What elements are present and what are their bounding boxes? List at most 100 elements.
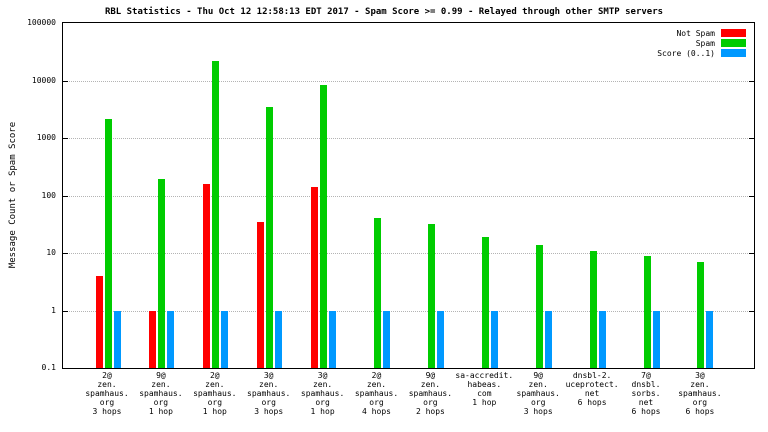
bar-score-0-1-	[598, 310, 606, 368]
x-category-label-line: spamhaus.	[516, 389, 560, 398]
legend-row: Spam	[657, 38, 746, 48]
x-category-label-line: spamhaus.	[408, 389, 453, 398]
y-tick-mark	[749, 195, 754, 197]
y-tick-label: 100	[41, 190, 56, 200]
x-category-label-line: zen.	[259, 380, 279, 389]
bar-score-0-1-	[113, 310, 121, 368]
x-category-label-line: 6 hops	[577, 398, 607, 407]
bar-not-spam	[257, 221, 265, 368]
x-category-label-line: spamhaus.	[139, 389, 183, 398]
y-gridline	[63, 80, 754, 82]
x-category-label: 3@ zen. spamhaus. org 6 hops	[655, 371, 745, 416]
x-category-label-line: spamhaus.	[678, 389, 722, 398]
legend: Not Spam Spam Score (0..1)	[657, 28, 746, 58]
y-tick-label: 1	[51, 305, 56, 315]
x-category-label-line: net	[584, 389, 600, 398]
legend-swatch	[721, 29, 746, 37]
bars-layer	[63, 23, 754, 368]
y-tick-mark	[63, 138, 68, 139]
x-category-label: 2@ zen. spamhaus. org 1 hop	[170, 371, 260, 416]
bar-spam	[212, 60, 220, 368]
x-category-label-line: spamhaus.	[354, 389, 399, 398]
x-category-label-line: com	[477, 389, 492, 398]
x-category-label-line: sorbs.	[631, 389, 661, 398]
x-category-label-line: 2@	[209, 371, 220, 380]
y-tick-label: 10	[46, 248, 56, 257]
y-tick-label: 0.1	[41, 363, 56, 372]
chart-title: RBL Statistics - Thu Oct 12 12:58:13 EDT…	[104, 7, 664, 17]
x-category-label-line: 6 hops	[631, 407, 661, 416]
y-gridline	[63, 310, 754, 312]
y-tick-mark	[749, 80, 754, 82]
x-category-label-line: spamhaus.	[247, 389, 291, 398]
bar-spam	[643, 255, 651, 368]
x-category-label-line: 9@	[425, 371, 436, 380]
x-category-label-line: org	[315, 398, 330, 407]
x-category-label-line: 3@	[317, 371, 328, 380]
x-category-label-line: 9@	[533, 371, 543, 380]
y-tick-mark	[63, 80, 68, 82]
x-category-label-line: zen.	[420, 380, 441, 389]
x-category-label-line: 7@	[641, 371, 651, 380]
bar-spam	[481, 236, 489, 368]
x-category-label-line: net	[638, 398, 654, 407]
x-category-label-line: 9@	[156, 371, 166, 380]
x-category-label: 9@ zen. spamhaus. org 2 hops	[385, 371, 475, 416]
x-category-label-line: zen.	[151, 380, 171, 389]
x-category-label-line: spamhaus.	[193, 389, 237, 398]
bar-spam	[104, 119, 112, 368]
bar-score-0-1-	[221, 310, 229, 368]
y-tick-mark	[749, 310, 754, 312]
bar-spam	[535, 244, 543, 368]
x-category-label-line: spamhaus.	[300, 389, 345, 398]
bar-score-0-1-	[706, 310, 714, 368]
y-tick-mark	[63, 253, 68, 254]
bar-score-0-1-	[275, 310, 283, 368]
x-category-label-line: 3 hops	[254, 407, 284, 416]
x-category-label-line: org	[99, 398, 115, 407]
x-category-label-line: 4 hops	[362, 407, 391, 416]
y-tick-label: 100000	[27, 18, 56, 27]
legend-label: Not Spam	[676, 28, 715, 38]
x-category-label-line: spamhaus.	[85, 389, 129, 398]
x-category-label-line: 3@	[263, 371, 274, 380]
x-category-label-line: org	[692, 398, 708, 407]
bar-score-0-1-	[490, 310, 498, 368]
bar-score-0-1-	[652, 310, 660, 368]
x-category-label-line: 2@	[102, 371, 112, 380]
x-category-label-line: 6 hops	[685, 407, 715, 416]
x-category-label-line: org	[530, 398, 546, 407]
y-tick-mark	[63, 310, 68, 312]
legend-row: Not Spam	[657, 28, 746, 38]
bar-spam	[374, 218, 381, 368]
y-tick-mark	[749, 253, 754, 254]
legend-swatch	[721, 49, 746, 57]
x-category-label: 3@ zen. spamhaus. org 3 hops	[224, 371, 314, 416]
x-category-label-line: org	[423, 398, 438, 407]
x-category-label-line: org	[369, 398, 384, 407]
y-tick-mark	[749, 138, 754, 139]
y-tick-label: 10000	[31, 75, 56, 85]
x-category-label-line: 2 hops	[415, 407, 445, 416]
x-category-label-line: 3 hops	[523, 407, 553, 416]
plot-area: Not Spam Spam Score (0..1)	[62, 22, 755, 369]
legend-label: Spam	[695, 38, 715, 48]
x-category-label-line: org	[261, 398, 276, 407]
x-category-label-line: 1 hop	[472, 398, 497, 407]
bar-spam	[158, 179, 166, 368]
x-category-label-line: 1 hop	[148, 407, 173, 416]
bar-spam	[427, 223, 435, 368]
y-gridline	[63, 253, 754, 254]
x-category-label-line: zen.	[312, 380, 333, 389]
x-category-label-line: 1 hop	[202, 407, 227, 416]
y-tick-label: 1000	[36, 133, 56, 142]
bar-spam	[589, 250, 597, 368]
x-category-label: 7@ dnsbl. sorbs. net 6 hops	[601, 371, 691, 416]
bar-score-0-1-	[167, 310, 175, 368]
x-category-label-line: 2@	[371, 371, 382, 380]
x-category-label-line: zen.	[366, 380, 387, 389]
x-category-label-line: dnsbl-2.	[572, 371, 612, 380]
x-category-label-line: zen.	[205, 380, 225, 389]
x-category-label-line: habeas.	[467, 380, 502, 389]
